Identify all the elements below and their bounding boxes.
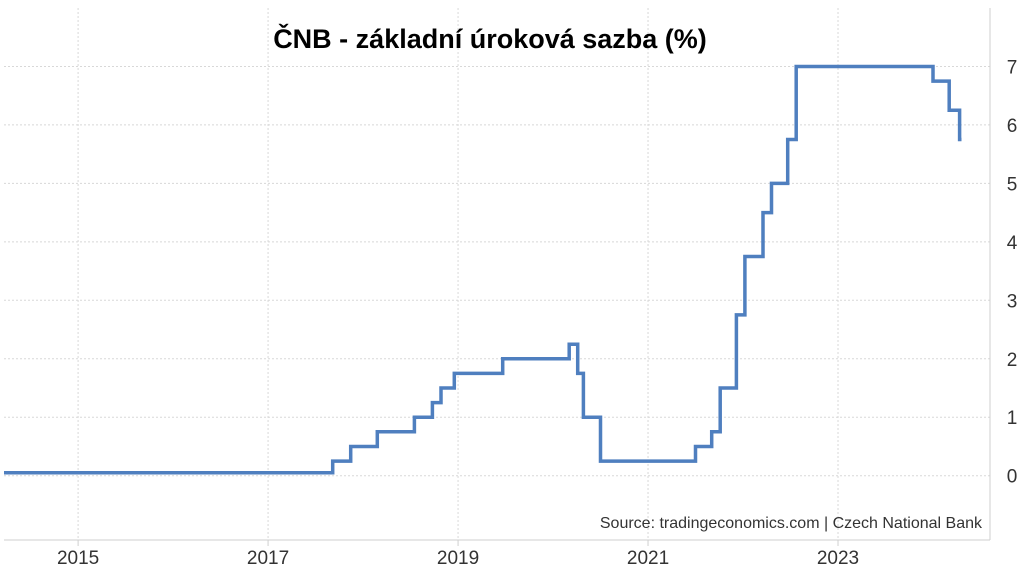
y-tick-label: 1 (1007, 408, 1018, 429)
y-tick-label: 6 (1007, 116, 1018, 137)
y-tick-label: 2 (1007, 350, 1018, 371)
y-tick-label: 7 (1007, 57, 1018, 78)
y-tick-label: 5 (1007, 174, 1018, 195)
labels: 0 1 2 3 4 5 6 7 2015 2017 2019 2021 2023 (57, 57, 1018, 569)
series-line (4, 64, 962, 475)
x-tick-label: 2021 (627, 548, 669, 569)
x-tick-label: 2017 (247, 548, 289, 569)
series-layer (4, 64, 962, 475)
y-tick-label: 3 (1007, 291, 1018, 312)
source-note: Source: tradingeconomics.com | Czech Nat… (600, 515, 983, 532)
grid (4, 8, 990, 540)
x-tick-label: 2019 (437, 548, 479, 569)
y-tick-label: 4 (1007, 233, 1018, 254)
y-tick-label: 0 (1007, 467, 1018, 488)
chart-title: ČNB - základní úroková sazba (%) (273, 23, 707, 54)
x-tick-label: 2015 (57, 548, 99, 569)
x-tick-label: 2023 (817, 548, 859, 569)
axes (4, 8, 991, 546)
